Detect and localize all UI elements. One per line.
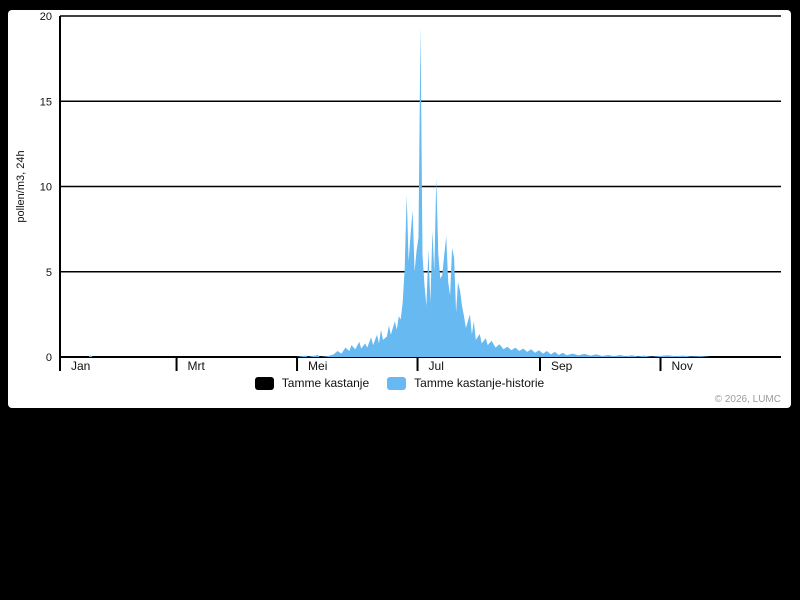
x-tick-label-Jul: Jul (429, 359, 444, 372)
x-tick-label-Sep: Sep (551, 359, 573, 372)
legend-swatch-tamme-kastanje (254, 376, 274, 390)
y-tick-label-15: 15 (40, 96, 52, 108)
x-tick-label-Nov: Nov (672, 359, 693, 372)
y-axis-title: pollen/m3, 24h (15, 150, 27, 222)
y-tick-label-10: 10 (40, 182, 52, 194)
pollen-chart[interactable]: 0 5 10 15 20 pollen/m3, 24h Jan Mrt Mei Jul Sep Nov (8, 10, 791, 372)
x-tick-label-Mei: Mei (308, 359, 327, 372)
x-tick-label-Mrt: Mrt (188, 359, 206, 372)
y-tick-label-20: 20 (40, 11, 52, 23)
y-tick-label-5: 5 (46, 267, 52, 279)
legend: Tamme kastanje Tamme kastanje-historie (8, 376, 791, 390)
legend-item-tamme-kastanje-historie[interactable]: Tamme kastanje-historie (387, 376, 544, 390)
series-area-1 (61, 26, 780, 357)
copyright-text: © 2026, LUMC (714, 394, 781, 405)
legend-label-tamme-kastanje: Tamme kastanje (281, 376, 370, 390)
chart-panel: 0 5 10 15 20 pollen/m3, 24h Jan Mrt Mei Jul Sep Nov… (8, 10, 791, 408)
legend-label-tamme-kastanje-historie: Tamme kastanje-historie (414, 376, 545, 390)
y-tick-label-0: 0 (46, 352, 52, 364)
x-tick-label-Jan: Jan (71, 359, 90, 372)
legend-swatch-tamme-kastanje-historie (387, 376, 407, 390)
legend-item-tamme-kastanje[interactable]: Tamme kastanje (254, 376, 370, 390)
